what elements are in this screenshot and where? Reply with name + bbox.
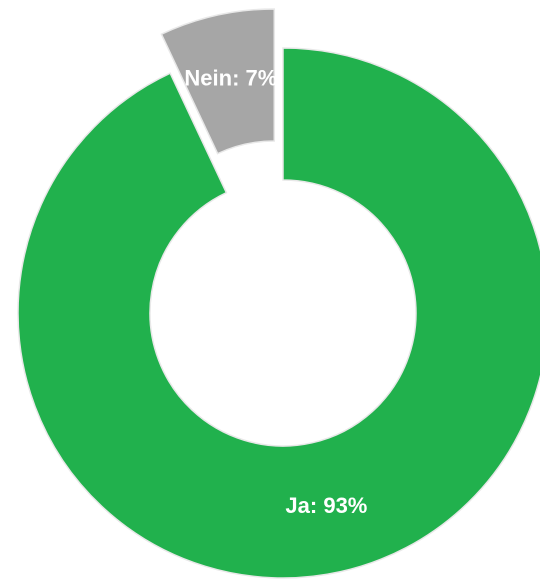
donut-slice	[160, 8, 276, 155]
slice-label: Ja: 93%	[285, 493, 367, 518]
donut-slice	[17, 47, 540, 579]
slice-label: Nein: 7%	[184, 66, 277, 91]
